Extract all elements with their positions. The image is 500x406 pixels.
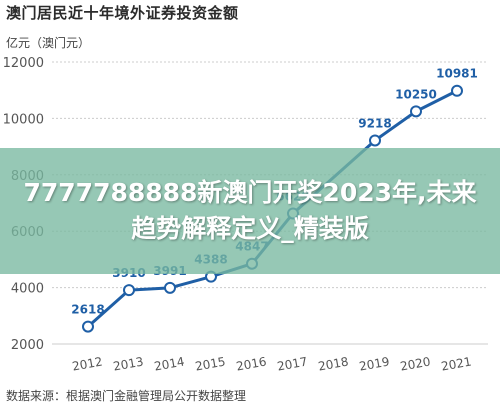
x-tick-2016: 2016	[235, 355, 268, 374]
data-label-2020: 10250	[395, 87, 437, 101]
x-tick-2018: 2018	[317, 355, 350, 374]
data-label-2019: 9218	[358, 116, 391, 130]
data-point-2013	[123, 284, 135, 297]
watermark-banner: 7777788888新澳门开奖2023年,未来趋势解释定义_精装版	[0, 148, 500, 274]
data-point-2019	[369, 134, 381, 147]
x-tick-2019: 2019	[358, 355, 391, 374]
x-tick-2012: 2012	[71, 355, 104, 374]
data-label-2012: 2618	[71, 303, 104, 317]
chart-title: 澳门居民近十年境外证券投资金额	[6, 4, 239, 22]
watermark-text: 7777788888新澳门开奖2023年,未来趋势解释定义_精装版	[23, 178, 477, 243]
y-tick-4000: 4000	[11, 282, 44, 297]
x-tick-2014: 2014	[153, 355, 186, 374]
x-tick-2021: 2021	[440, 355, 473, 374]
data-point-2014	[164, 281, 176, 294]
y-tick-10000: 10000	[3, 112, 44, 127]
data-point-2021	[451, 84, 463, 97]
x-tick-2013: 2013	[112, 355, 145, 374]
x-tick-2017: 2017	[276, 355, 309, 374]
data-source-note: 数据来源：根据澳门金融管理局公开数据整理	[6, 389, 247, 403]
data-point-2020	[410, 105, 422, 118]
x-tick-2015: 2015	[194, 355, 227, 374]
data-point-2012	[82, 320, 94, 333]
y-axis-unit-label: 亿元（澳门元）	[6, 36, 91, 50]
data-label-2021: 10981	[436, 67, 478, 81]
x-tick-labels: 2012 2013 2014 2015 2016 2017 2018 2019 2020 2021	[71, 355, 473, 374]
x-tick-2020: 2020	[399, 355, 432, 374]
y-tick-2000: 2000	[11, 338, 44, 353]
y-tick-12000: 12000	[3, 56, 44, 71]
